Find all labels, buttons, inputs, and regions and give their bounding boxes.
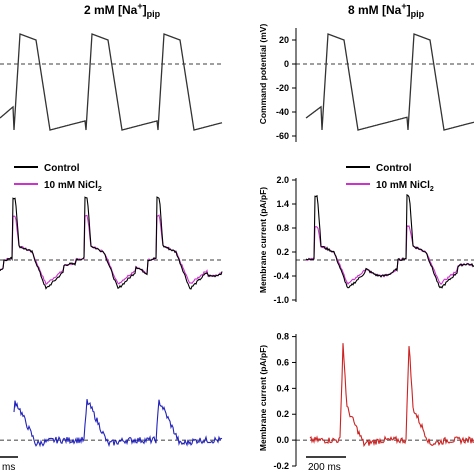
membrane_current-ytick-label-4: -0.4 xyxy=(273,271,289,281)
difference-trace-left xyxy=(13,398,223,448)
difference-trace-right xyxy=(309,343,474,448)
membrane-control-trace-right xyxy=(305,194,474,289)
difference_current-ytick-label-1: 0.6 xyxy=(276,357,289,367)
difference_current-ytick-label-3: 0.2 xyxy=(276,409,289,419)
membrane-current-ylabel: Membrane current (pA/pF) xyxy=(258,187,268,293)
difference_current-ytick-label-5: -0.2 xyxy=(273,461,289,471)
membrane_current-ytick-label-3: 0.2 xyxy=(276,247,289,257)
membrane_current-ytick-label-1: 1.4 xyxy=(276,199,289,209)
left-panel-title: 2 mM [Na+]pip xyxy=(84,1,161,19)
command-ytick-label-1: 0 xyxy=(284,59,289,69)
membrane-nicl2-trace-right xyxy=(305,224,474,286)
difference_current-ytick-label-0: 0.8 xyxy=(276,332,289,342)
membrane_current-ytick-label-5: -1.0 xyxy=(273,295,289,305)
command-trace-right xyxy=(305,33,474,131)
legend-right-control-label: Control xyxy=(376,163,412,174)
command-trace-left xyxy=(0,33,223,131)
command-ylabel: Command potential (mV) xyxy=(258,24,268,125)
membrane-nicl2-trace-left xyxy=(0,214,223,285)
scalebar-right-label: 200 ms xyxy=(308,462,341,473)
command-ytick-label-2: -20 xyxy=(276,83,289,93)
membrane-control-trace-left xyxy=(0,196,223,290)
command-ytick-label-0: 20 xyxy=(279,35,289,45)
legend-right-nicl2-label: 10 mM NiCl2 xyxy=(376,180,434,193)
difference-current-ylabel: Membrane current (pA/pF) xyxy=(258,345,268,451)
difference_current-ytick-label-2: 0.4 xyxy=(276,383,289,393)
command-ytick-label-3: -40 xyxy=(276,107,289,117)
membrane_current-ytick-label-2: 0.8 xyxy=(276,223,289,233)
membrane_current-ytick-label-0: 2.0 xyxy=(276,175,289,185)
scalebar-left-label: ms xyxy=(2,462,15,473)
difference_current-ytick-label-4: 0.0 xyxy=(276,435,289,445)
right-panel-title: 8 mM [Na+]pip xyxy=(348,1,425,19)
command-ytick-label-4: -60 xyxy=(276,131,289,141)
legend-left-control-label: Control xyxy=(44,163,80,174)
legend-left-nicl2-label: 10 mM NiCl2 xyxy=(44,180,102,193)
legend-right: Control 10 mM NiCl2 xyxy=(346,163,434,193)
legend-left: Control 10 mM NiCl2 xyxy=(14,163,102,193)
